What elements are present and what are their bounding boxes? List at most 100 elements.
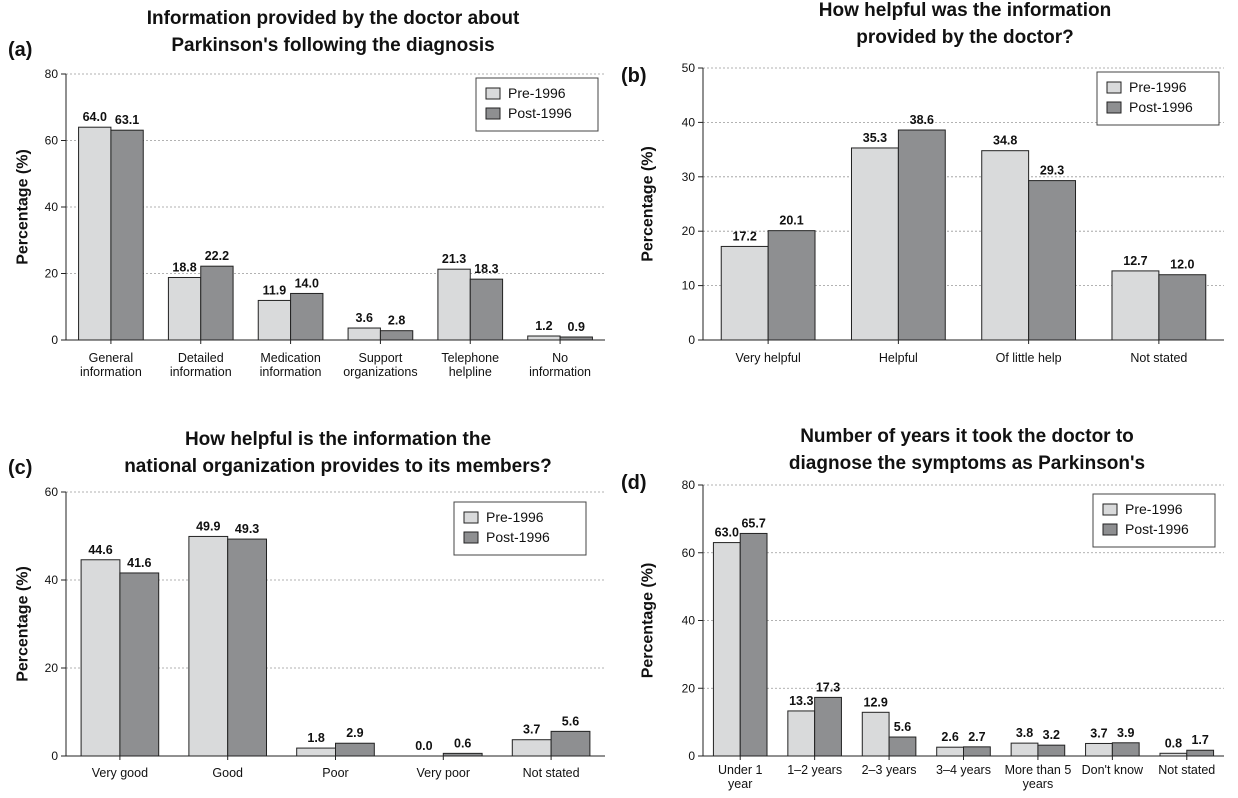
chart-title-line: Parkinson's following the diagnosis: [171, 35, 494, 56]
bar-post-1996: [1158, 274, 1207, 341]
panel-letter: (c): [8, 457, 32, 479]
bar-post-1996: [227, 538, 268, 757]
x-category-label: Very good: [92, 766, 148, 780]
data-label: 3.8: [1016, 726, 1033, 740]
data-label: 3.7: [1090, 726, 1107, 740]
x-category-label: No: [552, 351, 568, 365]
bar-pre-1996: [1010, 742, 1039, 757]
x-category-label: information: [170, 365, 232, 379]
bar-pre-1996: [257, 299, 292, 341]
legend: Pre-1996 Post-1996: [1096, 71, 1220, 126]
legend-swatch-post-1996: [463, 531, 479, 544]
chart-title-line: How helpful is the information the: [185, 429, 491, 450]
y-tick-label: 60: [45, 485, 59, 499]
x-category-label: information: [529, 365, 591, 379]
bar-post-1996: [739, 532, 768, 757]
data-label: 13.3: [789, 694, 813, 708]
y-axis-label: Percentage (%): [15, 149, 32, 265]
y-tick-label: 20: [682, 681, 696, 695]
x-category-label: year: [728, 777, 752, 791]
y-tick-label: 40: [682, 614, 696, 628]
bar-pre-1996: [80, 559, 121, 757]
data-label: 21.3: [442, 252, 466, 266]
panel-letter: (b): [621, 65, 647, 87]
bar-post-1996: [1028, 180, 1077, 341]
data-label: 41.6: [127, 556, 151, 570]
bar-pre-1996: [1111, 270, 1160, 341]
bar-pre-1996: [850, 147, 899, 341]
legend-box: [453, 501, 587, 556]
bar-post-1996: [1186, 749, 1215, 757]
x-category-label: Support: [359, 351, 403, 365]
data-label: 2.7: [968, 730, 985, 744]
y-tick-label: 0: [51, 333, 58, 347]
data-label: 63.1: [115, 113, 139, 127]
x-category-label: organizations: [343, 365, 417, 379]
legend-label-pre-1996: Pre-1996: [1125, 501, 1183, 517]
legend-swatch-pre-1996: [485, 87, 501, 100]
data-label: 65.7: [741, 516, 765, 530]
data-label: 1.2: [535, 319, 552, 333]
data-label: 12.9: [864, 695, 888, 709]
y-tick-label: 40: [45, 200, 59, 214]
bar-post-1996: [110, 129, 144, 341]
bar-pre-1996: [787, 710, 816, 757]
data-label: 34.8: [993, 134, 1017, 148]
x-category-label: Of little help: [996, 351, 1062, 365]
legend-swatch-post-1996: [1106, 101, 1122, 114]
data-label: 2.8: [388, 314, 405, 328]
bar-pre-1996: [720, 245, 769, 341]
data-label: 5.6: [562, 714, 579, 728]
x-category-label: 1–2 years: [787, 763, 842, 777]
legend-swatch-pre-1996: [463, 511, 479, 524]
legend-label-post-1996: Post-1996: [486, 529, 550, 545]
legend-box: [1092, 493, 1216, 548]
data-label: 14.0: [295, 276, 319, 290]
x-category-label: Very helpful: [735, 351, 800, 365]
y-tick-label: 20: [682, 224, 696, 238]
bar-pre-1996: [296, 747, 336, 757]
bar-post-1996: [1037, 744, 1066, 757]
chart-c: How helpful is the information the nation…: [8, 429, 605, 780]
data-label: 1.7: [1191, 733, 1208, 747]
x-category-label: helpline: [449, 365, 492, 379]
data-label: 2.9: [346, 726, 363, 740]
legend: Pre-1996 Post-1996: [475, 77, 599, 132]
bar-post-1996: [290, 292, 324, 341]
y-tick-label: 0: [51, 749, 58, 763]
y-axis-label: Percentage (%): [640, 563, 657, 679]
data-label: 2.6: [941, 730, 958, 744]
x-category-label: Medication: [260, 351, 320, 365]
y-tick-label: 20: [45, 661, 59, 675]
x-category-label: Don't know: [1082, 763, 1144, 777]
legend-swatch-pre-1996: [1106, 81, 1122, 94]
bar-post-1996: [767, 230, 816, 341]
x-category-label: Not stated: [1158, 763, 1215, 777]
bar-pre-1996: [511, 739, 552, 757]
data-label: 18.3: [474, 262, 498, 276]
bar-pre-1996: [936, 746, 965, 757]
x-category-label: Detailed: [178, 351, 224, 365]
data-label: 1.8: [307, 731, 324, 745]
bar-post-1996: [559, 336, 593, 341]
chart-title-line: How helpful was the information: [819, 0, 1111, 21]
y-tick-label: 0: [688, 333, 695, 347]
bar-post-1996: [963, 746, 991, 757]
chart-b: How helpful was the information provided …: [621, 0, 1224, 365]
bar-post-1996: [335, 742, 375, 757]
data-label: 11.9: [263, 283, 287, 297]
y-tick-label: 10: [682, 279, 696, 293]
y-tick-label: 40: [682, 115, 696, 129]
data-label: 29.3: [1040, 164, 1064, 178]
y-axis-label: Percentage (%): [15, 566, 32, 682]
bar-pre-1996: [1159, 752, 1188, 757]
bar-post-1996: [469, 278, 504, 341]
x-category-label: More than 5: [1005, 763, 1072, 777]
y-tick-label: 80: [45, 67, 59, 81]
data-label: 44.6: [88, 543, 112, 557]
data-label: 0.0: [415, 739, 432, 753]
legend-box: [1096, 71, 1220, 126]
legend-label-post-1996: Post-1996: [508, 105, 572, 121]
data-label: 22.2: [205, 249, 229, 263]
x-category-label: information: [80, 365, 142, 379]
